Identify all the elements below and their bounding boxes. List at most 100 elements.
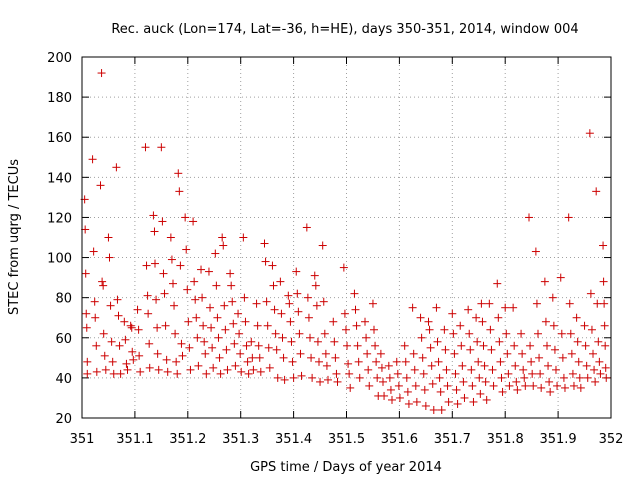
data-point — [569, 381, 578, 390]
data-point — [409, 349, 418, 358]
data-point — [394, 381, 403, 390]
data-point — [544, 361, 553, 370]
data-point — [113, 295, 122, 304]
data-point — [253, 321, 262, 330]
data-point — [476, 389, 485, 398]
data-point — [185, 343, 194, 352]
data-point — [572, 313, 581, 322]
data-point — [201, 349, 210, 358]
data-point — [467, 365, 476, 374]
y-tick-label: 20 — [55, 412, 72, 427]
data-point — [252, 299, 261, 308]
data-point — [115, 341, 124, 350]
data-point — [305, 333, 314, 342]
data-point — [592, 187, 601, 196]
data-point — [567, 349, 576, 358]
data-point — [330, 337, 339, 346]
data-point — [517, 329, 526, 338]
data-point — [410, 365, 419, 374]
data-point — [419, 369, 428, 378]
data-point — [403, 387, 412, 396]
data-point — [292, 267, 301, 276]
data-point — [286, 317, 295, 326]
data-point — [122, 359, 131, 368]
data-point — [418, 353, 427, 362]
data-point — [368, 299, 377, 308]
data-point — [123, 365, 132, 374]
data-point — [550, 345, 559, 354]
data-point — [159, 269, 168, 278]
y-axis: 20 40 60 80 100 120 140 160 180 200 — [47, 51, 611, 427]
data-point — [108, 357, 117, 366]
data-point — [425, 325, 434, 334]
data-point — [428, 379, 437, 388]
data-point — [106, 301, 115, 310]
data-point — [433, 337, 442, 346]
data-point — [150, 227, 159, 236]
x-tick-label: 351.8 — [487, 432, 524, 447]
data-point — [453, 399, 462, 408]
data-point — [320, 329, 329, 338]
data-point — [355, 373, 364, 382]
data-point — [587, 325, 596, 334]
data-point — [280, 375, 289, 384]
data-point — [82, 309, 91, 318]
data-point — [529, 381, 538, 390]
data-point — [580, 321, 589, 330]
data-point — [596, 369, 605, 378]
data-point — [170, 301, 179, 310]
data-point — [270, 305, 279, 314]
data-point — [285, 299, 294, 308]
data-point — [361, 317, 370, 326]
data-point — [435, 373, 444, 382]
data-point — [192, 313, 201, 322]
data-point — [460, 393, 469, 402]
data-point — [564, 213, 573, 222]
data-point — [311, 281, 320, 290]
data-point — [593, 299, 602, 308]
data-point — [364, 365, 373, 374]
data-point — [90, 297, 99, 306]
data-point — [468, 381, 477, 390]
data-point — [310, 271, 319, 280]
data-point — [175, 187, 184, 196]
data-point — [513, 385, 522, 394]
data-point — [178, 351, 187, 360]
data-point — [576, 383, 585, 392]
data-point — [184, 317, 193, 326]
data-point — [212, 281, 221, 290]
data-point — [493, 279, 502, 288]
data-point — [204, 267, 213, 276]
data-point — [459, 377, 468, 386]
data-point — [149, 211, 158, 220]
data-point — [98, 277, 107, 286]
data-point — [586, 289, 595, 298]
data-point — [297, 371, 306, 380]
data-point — [264, 343, 273, 352]
data-point — [229, 319, 238, 328]
data-point — [186, 365, 195, 374]
grid-lines — [82, 57, 611, 418]
data-point — [365, 381, 374, 390]
data-point — [128, 347, 137, 356]
data-point — [227, 281, 236, 290]
data-point — [416, 313, 425, 322]
data-point — [261, 257, 270, 266]
data-point — [371, 341, 380, 350]
data-point — [498, 387, 507, 396]
plot-frame — [81, 56, 612, 419]
data-point — [350, 289, 359, 298]
data-point — [387, 395, 396, 404]
data-point — [107, 337, 116, 346]
data-point — [565, 299, 574, 308]
y-tick-label: 200 — [47, 51, 72, 66]
data-point — [512, 377, 521, 386]
data-point — [82, 323, 91, 332]
data-point — [558, 353, 567, 362]
data-point — [234, 309, 243, 318]
data-point — [531, 247, 540, 256]
data-point — [346, 383, 355, 392]
data-point — [566, 329, 575, 338]
data-point — [469, 397, 478, 406]
data-point — [304, 313, 313, 322]
